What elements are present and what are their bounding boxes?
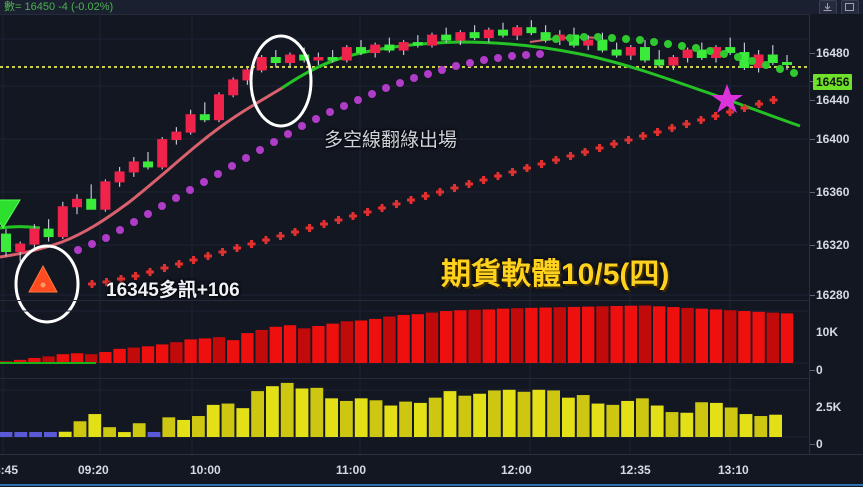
highlight-circle-exit (249, 34, 313, 128)
price-tick-16320: 16320 (816, 238, 850, 252)
sar-dots-green (552, 33, 798, 77)
volume2-tick-0: 0 (816, 437, 823, 451)
annotation-exit: 多空線翻綠出場 (324, 130, 458, 151)
sell-signal-triangle (0, 199, 21, 229)
volume-red-bars (0, 305, 794, 363)
time-tick-4: 12:00 (501, 463, 532, 477)
volume-tick-10k: 10K (816, 325, 839, 339)
time-tick-5: 12:35 (620, 463, 651, 477)
volume-yellow-canvas (0, 378, 810, 454)
candlestick-series (1, 20, 792, 262)
annotation-title: 期貨軟體10/5(四) (441, 258, 670, 291)
volume-yellow-bars (0, 382, 782, 437)
fullscreen-icon[interactable] (841, 0, 859, 14)
volume2-tick-25k: 2.5K (816, 400, 842, 414)
price-tick-16360: 16360 (816, 185, 850, 199)
time-tick-2: 10:00 (190, 463, 221, 477)
time-tick-1: 09:20 (78, 463, 109, 477)
volume-red-canvas (0, 300, 810, 378)
price-tick-16480: 16480 (816, 46, 850, 60)
price-tick-16440: 16440 (816, 93, 850, 107)
sar-dots-purple (74, 50, 544, 254)
price-chart-canvas (0, 14, 810, 324)
current-price-label: 16456 (813, 74, 853, 90)
star-marker (711, 84, 743, 113)
symbol-legend: 數= 16450 -4 (-0.02%) (4, 1, 114, 13)
annotation-entry: 16345多訊+106 (106, 280, 240, 301)
price-tick-16280: 16280 (816, 288, 850, 302)
highlight-circle-entry (14, 244, 80, 324)
volume-yellow-pane[interactable] (0, 378, 810, 454)
chart-toolbar: 數= 16450 -4 (-0.02%) (0, 0, 863, 15)
time-tick-6: 13:10 (718, 463, 749, 477)
price-chart-pane[interactable]: 多空線翻綠出場 16345多訊+106 期貨軟體10/5(四) (0, 14, 810, 324)
window-bottom-accent (0, 484, 863, 486)
time-axis[interactable]: 8:45 09:20 10:00 11:00 12:00 12:35 13:10 (0, 454, 863, 487)
toolbar-button-group (819, 0, 859, 14)
time-tick-0: 8:45 (0, 463, 19, 477)
download-icon[interactable] (819, 0, 837, 14)
buy-signal-triangle (28, 264, 58, 293)
time-tick-3: 11:00 (336, 463, 367, 477)
volume-tick-0: 0 (816, 363, 823, 377)
buy-triangle-dot (40, 282, 46, 288)
volume-red-pane[interactable] (0, 300, 810, 378)
cross-markers-red (88, 96, 778, 288)
price-tick-16400: 16400 (816, 132, 850, 146)
ma-line-red (0, 86, 283, 259)
price-scale[interactable]: 16480 16456 16440 16400 16360 16320 1628… (809, 14, 863, 454)
